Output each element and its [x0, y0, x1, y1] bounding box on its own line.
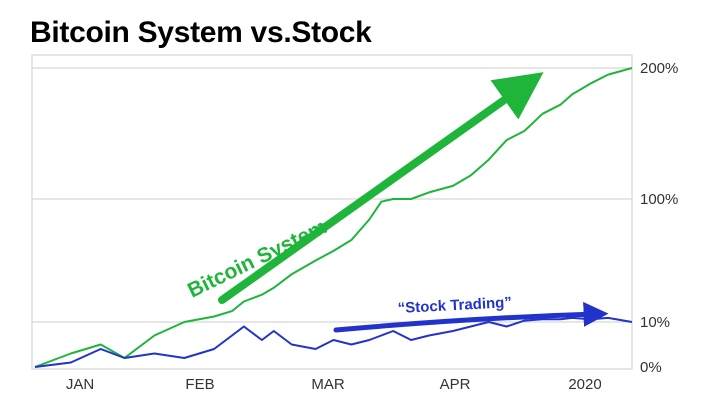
y-tick-label: 0%: [640, 359, 662, 376]
x-tick-label: APR: [440, 376, 471, 393]
y-tick-label: 200%: [640, 60, 678, 77]
y-tick-label: 100%: [640, 191, 678, 208]
x-tick-label: 2020: [568, 376, 601, 393]
y-tick-label: 10%: [640, 314, 670, 331]
bitcoin-system-annotation: Bitcoin System: [184, 215, 330, 302]
stock-trading-line: [34, 316, 633, 368]
stock-trend-arrow: [333, 301, 609, 333]
x-tick-label: MAR: [311, 376, 345, 393]
stock-trading-annotation: “Stock Trading”: [397, 294, 512, 317]
plot-frame: [31, 54, 633, 370]
chart-title: Bitcoin System vs.Stock: [30, 16, 372, 49]
bitcoin-trend-arrow: [218, 72, 544, 304]
x-tick-label: JAN: [66, 376, 94, 393]
x-tick-label: FEB: [185, 376, 214, 393]
bitcoin-system-line: [34, 67, 633, 368]
